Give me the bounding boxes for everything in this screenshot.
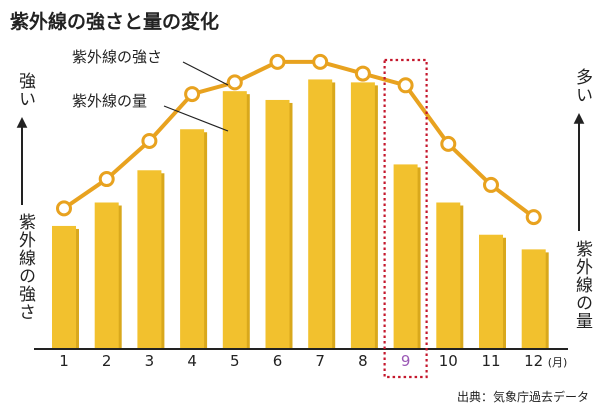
chart-title: 紫外線の強さと量の変化	[10, 11, 220, 33]
left-axis-top-label: 強い	[15, 72, 35, 108]
point-intensity-1	[56, 200, 72, 217]
bar-amount-2	[94, 202, 119, 349]
bar-amount-11	[479, 234, 503, 349]
bar-amount-10	[436, 202, 461, 349]
x-tick-label: 1	[59, 352, 69, 370]
bar-amount-6	[265, 99, 290, 349]
x-tick-label: 8	[358, 352, 368, 370]
point-intensity-9	[397, 77, 414, 94]
point-intensity-5	[226, 74, 243, 91]
x-tick-label: 4	[187, 352, 197, 370]
bar-amount-12	[521, 249, 546, 349]
highlight-box	[383, 58, 428, 379]
point-intensity-4	[184, 86, 201, 103]
point-intensity-8	[354, 65, 371, 82]
bar-amount-9	[393, 164, 418, 349]
bar-amount-8	[350, 82, 375, 350]
right-axis-arrow-line	[578, 123, 580, 231]
legend-leader-amount	[163, 105, 229, 132]
x-tick-label: 7	[315, 352, 325, 370]
x-tick-label: 5	[230, 352, 240, 370]
bar-amount-1	[52, 225, 76, 349]
left-axis-arrow-line	[21, 127, 23, 205]
point-intensity-7	[312, 53, 329, 70]
left-axis-bottom-label: 紫外線の強さ	[15, 213, 35, 321]
legend-label-intensity: 紫外線の強さ	[72, 48, 163, 66]
line-intensity	[62, 59, 535, 219]
point-intensity-10	[440, 135, 457, 152]
bar-amount-7	[308, 79, 333, 349]
bar-amount-3	[137, 170, 162, 349]
right-axis-top-label: 多い	[572, 68, 592, 104]
point-intensity-12	[525, 209, 542, 226]
legend-label-amount: 紫外線の量	[72, 92, 148, 110]
x-unit-label: (月)	[548, 356, 568, 369]
x-tick-label: 10	[439, 352, 458, 370]
right-axis-arrow-icon: ▲	[573, 110, 585, 126]
point-intensity-3	[141, 132, 158, 149]
x-tick-label: 2	[102, 352, 112, 370]
x-tick-label: 12	[524, 352, 543, 370]
right-axis-bottom-label: 紫外線の量	[572, 240, 592, 330]
point-intensity-2	[98, 171, 115, 188]
point-intensity-6	[269, 53, 286, 70]
source-note: 出典：気象庁過去データ	[456, 390, 589, 404]
bar-amount-4	[180, 129, 205, 349]
left-axis-arrow-icon: ▲	[16, 114, 28, 130]
x-tick-label: 11	[481, 352, 500, 370]
bar-amount-5	[222, 91, 247, 349]
x-tick-label: 6	[273, 352, 283, 370]
point-intensity-11	[483, 176, 499, 193]
legend-leader-intensity	[182, 61, 229, 86]
x-tick-label: 9	[401, 352, 411, 370]
x-tick-label: 3	[145, 352, 155, 370]
